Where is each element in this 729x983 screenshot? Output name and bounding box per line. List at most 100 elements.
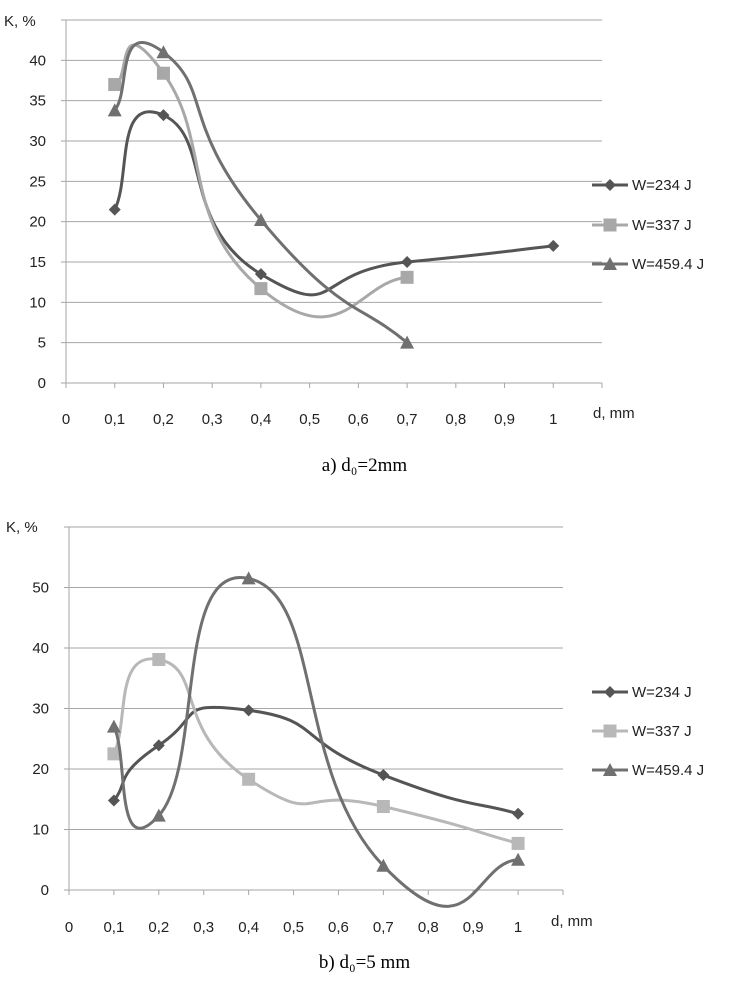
x-tick-label: 0,3: [202, 411, 223, 428]
y-tick-label: 5: [38, 335, 46, 352]
x-tick-label: 0,7: [373, 919, 394, 936]
data-point: [254, 282, 268, 296]
caption-a: a) d₀=2mm: [321, 455, 408, 476]
series-square: [108, 43, 414, 319]
x-tick-label: 1: [514, 919, 522, 936]
y-tick-label: 40: [32, 640, 49, 657]
data-point: [242, 772, 256, 786]
x-axis-label: d, mm: [551, 913, 593, 930]
y-tick-label: 25: [29, 173, 46, 190]
series-line: [112, 705, 520, 816]
legend-marker: [604, 179, 616, 191]
x-tick-label: 0,2: [153, 411, 174, 428]
x-tick-label: 0: [62, 411, 70, 428]
data-point: [400, 270, 414, 284]
data-point: [151, 808, 166, 822]
series-line: [113, 41, 409, 345]
y-tick-label: 15: [29, 254, 46, 271]
data-point: [401, 256, 414, 268]
data-point: [254, 268, 267, 281]
x-tick-label: 0,3: [193, 919, 214, 936]
data-point: [376, 800, 390, 814]
y-tick-label: 35: [29, 93, 46, 110]
legend-marker: [603, 257, 617, 270]
x-tick-label: 0,4: [238, 919, 259, 936]
series-triangle: [106, 571, 526, 908]
legend-label: W=337 J: [632, 217, 692, 234]
x-tick-label: 0,5: [299, 411, 320, 428]
x-tick-label: 0,5: [283, 919, 304, 936]
legend-label: W=459.4 J: [632, 256, 704, 273]
x-tick-label: 0,2: [148, 919, 169, 936]
data-point: [156, 66, 170, 80]
x-tick-label: 1: [549, 411, 557, 428]
x-tick-label: 0,6: [348, 411, 369, 428]
series-line: [113, 110, 555, 297]
data-point: [156, 45, 171, 59]
data-point: [107, 794, 120, 807]
y-axis-label: K, %: [4, 13, 36, 30]
y-tick-label: 40: [29, 52, 46, 69]
y-tick-label: 50: [32, 580, 49, 597]
data-point: [512, 807, 525, 820]
data-point: [108, 203, 121, 216]
data-point: [511, 836, 525, 850]
legend-marker: [603, 763, 617, 776]
x-tick-label: 0,8: [418, 919, 439, 936]
x-tick-label: 0,4: [250, 411, 271, 428]
y-tick-label: 30: [29, 133, 46, 150]
x-tick-label: 0,1: [104, 411, 125, 428]
series-line: [112, 576, 520, 908]
series-diamond: [108, 109, 560, 297]
data-point: [547, 239, 560, 252]
data-point: [157, 109, 170, 122]
data-point: [253, 213, 268, 227]
y-tick-label: 10: [29, 294, 46, 311]
legend-marker: [604, 686, 616, 698]
x-tick-label: 0,9: [463, 919, 484, 936]
legend-marker: [603, 218, 617, 232]
x-tick-label: 0,7: [397, 411, 418, 428]
data-point: [377, 769, 390, 782]
y-tick-label: 0: [38, 375, 46, 392]
legend-label: W=337 J: [632, 723, 692, 740]
x-tick-label: 0: [65, 919, 73, 936]
series-line: [113, 43, 409, 319]
y-tick-label: 20: [32, 761, 49, 778]
series-diamond: [107, 704, 525, 820]
chart-panel-a: 0 5 10 15 20 25 30 35 40 0 0,1 0,2 0,3 0,4 0,5 0,6 0,7 0,…: [4, 13, 704, 428]
data-point: [241, 571, 256, 585]
series-line: [112, 657, 520, 845]
chart-panel-b: 0 10 20 30 40 50 0 0,1 0,2 0,3 0,4 0,5 0,6 0,7 0,8 0,9 1…: [6, 519, 704, 936]
legend-entry: W=459.4 J: [592, 256, 704, 273]
legend-entry: W=459.4 J: [592, 762, 704, 779]
legend-label: W=234 J: [632, 177, 692, 194]
legend-label: W=459.4 J: [632, 762, 704, 779]
legend-label: W=234 J: [632, 684, 692, 701]
data-point: [400, 335, 415, 349]
y-tick-label: 30: [32, 701, 49, 718]
data-point: [106, 719, 121, 733]
data-point: [152, 652, 166, 666]
legend-entry: W=234 J: [592, 177, 692, 194]
y-tick-label: 20: [29, 214, 46, 231]
legend-entry: W=337 J: [592, 217, 692, 234]
series-triangle: [107, 41, 415, 349]
y-tick-label: 0: [41, 882, 49, 899]
legend-marker: [603, 724, 617, 738]
x-tick-label: 0,6: [328, 919, 349, 936]
x-tick-label: 0,1: [103, 919, 124, 936]
data-point: [376, 858, 391, 872]
caption-b: b) d₀=5 mm: [318, 952, 411, 973]
data-point: [107, 747, 121, 761]
legend-entry: W=234 J: [592, 684, 692, 701]
data-point: [108, 78, 122, 92]
legend-entry: W=337 J: [592, 723, 692, 740]
data-point: [511, 852, 526, 866]
y-axis-label: K, %: [6, 519, 38, 536]
data-point: [242, 704, 255, 717]
x-axis-label: d, mm: [593, 405, 635, 422]
x-tick-label: 0,8: [445, 411, 466, 428]
x-tick-label: 0,9: [494, 411, 515, 428]
